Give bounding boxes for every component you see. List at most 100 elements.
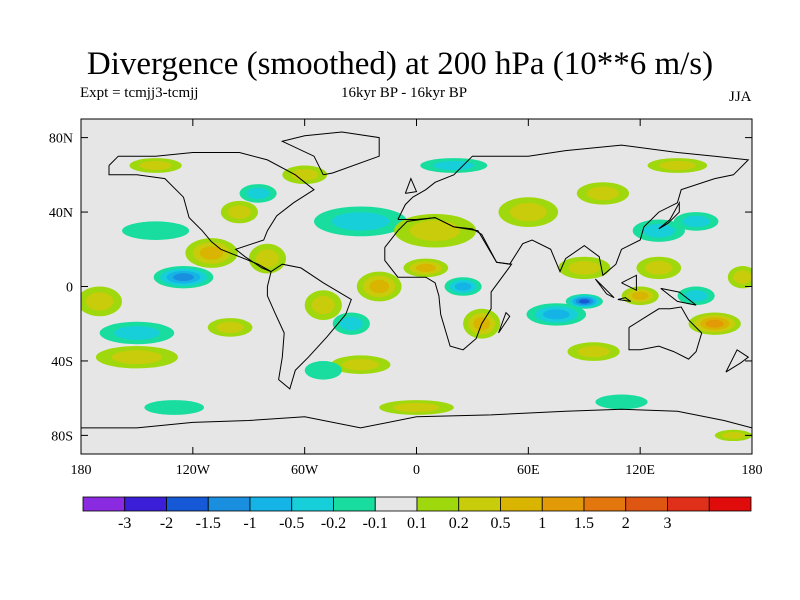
axes: 180 120W 60W 0 60E 120E 180 80N 40N 0 40S 80S [49, 119, 763, 478]
contour-blob [207, 318, 253, 337]
contour-blob [444, 277, 482, 296]
contour-blob [595, 394, 648, 410]
colorbar-label: 2 [622, 515, 630, 532]
coastline [725, 349, 750, 373]
contour-level [304, 361, 342, 380]
contour-level [631, 291, 649, 300]
contour-blob [498, 197, 559, 228]
colorbar-label: -0.2 [321, 515, 346, 532]
contour-blob [95, 346, 178, 369]
contour-blob [144, 400, 204, 415]
colorbar-swatch [166, 496, 209, 512]
coastline [660, 287, 697, 306]
contour-blob [314, 206, 408, 237]
contour-level [255, 249, 279, 268]
contour-level [339, 316, 363, 331]
colorbar-swatch [124, 496, 167, 512]
contour-blob [282, 165, 328, 185]
contour-blob [330, 355, 391, 375]
colorbar-label: 1.5 [574, 515, 594, 532]
contour-blob [248, 243, 286, 274]
colorbar-swatch [708, 496, 752, 512]
contour-blob [304, 361, 342, 380]
contour-blob [185, 238, 238, 268]
period-label: 16kyr BP - 16kyr BP [341, 85, 468, 101]
colorbar-swatch [416, 496, 460, 512]
contour-level [393, 402, 440, 413]
contour-blob [403, 258, 449, 278]
contour-level [369, 279, 390, 294]
contour-level [577, 345, 610, 358]
contour-level [509, 202, 547, 222]
contour-blob [565, 294, 603, 309]
colorbar-swatch [667, 496, 710, 512]
chart-title: Divergence (smoothed) at 200 hPa (10**6 … [86, 46, 714, 82]
y-tick-label: 40S [51, 355, 73, 370]
colorbar-swatch [207, 496, 251, 512]
contour-blob [727, 266, 752, 289]
y-tick-label: 40N [49, 206, 73, 221]
coastline [621, 274, 637, 292]
contour-blob [558, 256, 611, 280]
contour-blob [81, 286, 122, 317]
contour-blob [394, 213, 477, 248]
contour-level [454, 282, 472, 291]
contour-level [684, 290, 708, 302]
x-tick-label: 120W [176, 463, 211, 478]
contour-blob [129, 158, 182, 173]
x-tick-label: 120E [625, 463, 655, 478]
colorbar-label: -0.1 [363, 515, 388, 532]
contour-level [113, 326, 160, 340]
contour-level [645, 261, 673, 275]
contour-blob [688, 312, 741, 335]
contour-level [409, 220, 461, 241]
y-tick-label: 0 [66, 281, 73, 296]
contour-level [543, 309, 570, 320]
x-tick-label: 0 [413, 463, 420, 478]
contour-level [216, 321, 244, 334]
coastline [658, 200, 680, 230]
colorbar-swatch [291, 496, 334, 512]
coastline [384, 217, 513, 351]
y-tick-label: 80N [49, 132, 73, 147]
colorbar-label: 0.5 [491, 515, 511, 532]
contour-level [721, 432, 745, 439]
contour-blob [379, 400, 454, 415]
contour-blob [576, 182, 630, 205]
x-tick-label: 180 [742, 463, 763, 478]
contour-blob [356, 271, 402, 302]
contour-blob [621, 286, 659, 306]
contour-level [595, 394, 648, 410]
coastline [404, 177, 418, 194]
contour-level [705, 319, 724, 328]
contour-level [144, 400, 204, 415]
colorbar-swatch [333, 496, 376, 512]
colorbar-label: -0.5 [279, 515, 304, 532]
coastline [628, 306, 703, 360]
contour-level [682, 215, 710, 228]
contour-level [331, 212, 390, 231]
coastline [266, 263, 352, 390]
colorbar-label: 0.2 [449, 515, 469, 532]
coastline [81, 408, 752, 429]
contour-level [586, 186, 620, 201]
contour-blob [526, 303, 587, 326]
coastline [280, 131, 380, 176]
colorbar-label: 1 [538, 515, 546, 532]
contour-blob [673, 212, 719, 231]
contour-level [290, 169, 319, 181]
contour-blob [220, 200, 258, 224]
contour-blob [714, 429, 752, 441]
contour-level [246, 187, 270, 200]
contour-blob [420, 158, 488, 173]
contour-blob [677, 286, 715, 306]
contour-level [85, 292, 114, 311]
coastline [108, 152, 315, 273]
colorbar-label: -1 [243, 515, 256, 532]
contour-level [642, 223, 675, 238]
contour-level [659, 160, 696, 171]
colorbar-swatch [374, 496, 418, 512]
y-tick-label: 80S [51, 429, 73, 444]
contour-level [342, 359, 379, 371]
